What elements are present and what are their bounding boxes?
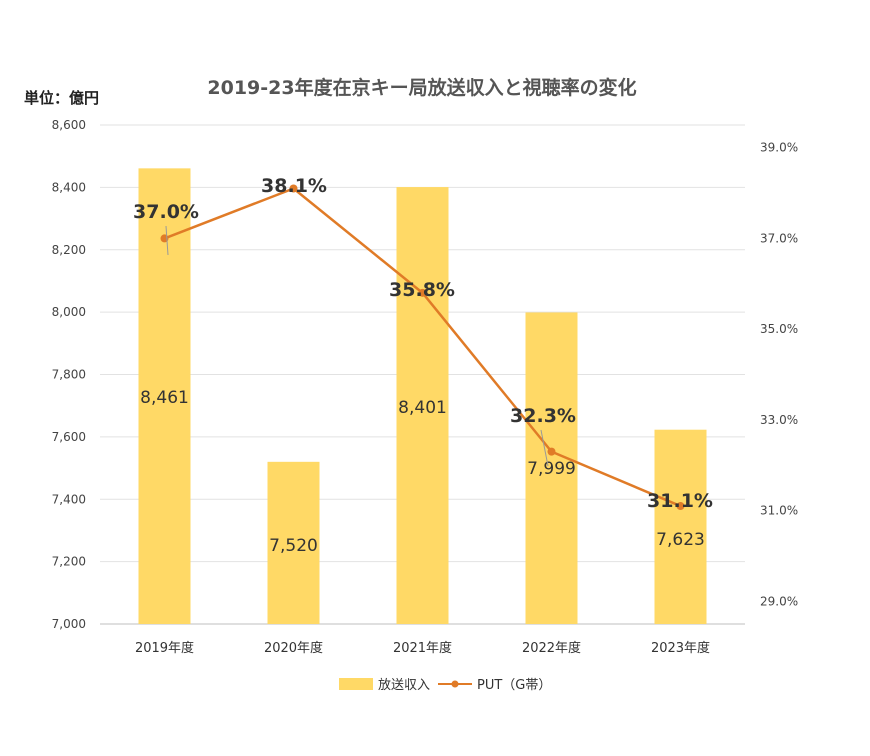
put-point xyxy=(289,184,298,193)
put-value-label: 35.8% xyxy=(389,279,455,301)
put-point xyxy=(676,502,685,511)
right-axis-tick-label: 31.0% xyxy=(760,504,798,518)
revenue-bar xyxy=(396,187,449,625)
legend-label-put: PUT（G帯） xyxy=(477,678,551,693)
right-axis-tick-label: 29.0% xyxy=(760,594,798,608)
put-label-leader xyxy=(165,225,169,256)
legend-swatch-revenue xyxy=(339,678,373,690)
legend-marker-put xyxy=(451,680,459,688)
revenue-value-label: 8,401 xyxy=(398,398,447,418)
right-axis-tick-label: 39.0% xyxy=(760,141,798,155)
unit-label: 単位：億円 xyxy=(24,89,99,107)
left-axis-tick-label: 8,000 xyxy=(52,305,86,319)
left-axis-tick-label: 8,600 xyxy=(52,118,86,132)
chart-title: 2019-23年度在京キー局放送収入と視聴率の変化 xyxy=(207,76,636,99)
category-label: 2023年度 xyxy=(651,640,710,656)
revenue-bar xyxy=(267,461,320,624)
right-axis-tick-label: 37.0% xyxy=(760,231,798,245)
category-label: 2022年度 xyxy=(522,640,581,656)
put-label-leader xyxy=(540,429,549,467)
legend: 放送収入 PUT（G帯） xyxy=(339,678,551,693)
revenue-value-label: 7,623 xyxy=(656,530,705,550)
left-axis-tick-label: 7,800 xyxy=(52,368,86,382)
put-value-label: 37.0% xyxy=(133,201,199,223)
put-value-label: 31.1% xyxy=(647,490,713,512)
category-axis: 2019年度 2020年度 2021年度 2022年度 2023年度 xyxy=(135,640,710,656)
put-value-label: 38.1% xyxy=(261,175,327,197)
bar-series xyxy=(138,168,707,625)
revenue-bar xyxy=(525,312,578,624)
category-label: 2021年度 xyxy=(393,640,452,656)
left-axis-tick-label: 7,000 xyxy=(52,617,86,631)
put-point xyxy=(547,447,556,456)
right-axis-tick-label: 33.0% xyxy=(760,413,798,427)
left-axis: 7,000 7,200 7,400 7,600 7,800 8,000 8,200 8,400… xyxy=(52,118,86,631)
revenue-value-label: 7,520 xyxy=(269,536,318,556)
category-label: 2019年度 xyxy=(135,640,194,656)
right-axis: 29.0% 31.0% 33.0% 35.0% 37.0% 39.0% xyxy=(760,141,798,609)
legend-label-revenue: 放送収入 xyxy=(378,678,430,693)
left-axis-tick-label: 7,400 xyxy=(52,492,86,506)
left-axis-tick-label: 8,400 xyxy=(52,180,86,194)
revenue-bar xyxy=(138,168,191,624)
revenue-bar xyxy=(654,429,707,624)
category-label: 2020年度 xyxy=(264,640,323,656)
revenue-value-label: 8,461 xyxy=(140,388,189,408)
right-axis-tick-label: 35.0% xyxy=(760,322,798,336)
put-value-label: 32.3% xyxy=(510,405,576,427)
put-point xyxy=(418,288,427,297)
data-labels: 8,461 7,520 8,401 7,999 7,623 37.0% 38.1% 35.8%… xyxy=(133,175,713,556)
revenue-value-label: 7,999 xyxy=(527,459,576,479)
left-axis-tick-label: 7,600 xyxy=(52,430,86,444)
left-axis-tick-label: 8,200 xyxy=(52,243,86,257)
left-axis-tick-label: 7,200 xyxy=(52,555,86,569)
